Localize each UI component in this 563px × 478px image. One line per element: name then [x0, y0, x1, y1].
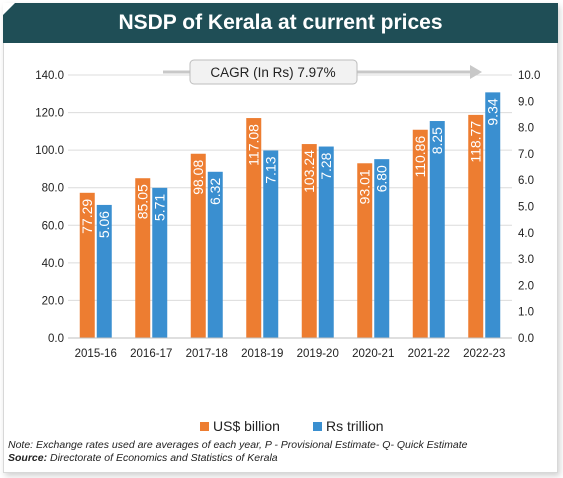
data-label-rs: 6.80 — [374, 165, 390, 192]
data-label-rs: 9.34 — [485, 98, 501, 125]
bar-usd — [135, 178, 151, 338]
bar-usd — [301, 144, 317, 338]
bar-usd — [357, 163, 373, 338]
source-label: Source: — [8, 452, 48, 464]
category-label: 2020-21 — [352, 348, 394, 360]
right-axis-tick-label: 9.0 — [518, 96, 534, 108]
category-label: 2021-22 — [408, 348, 450, 360]
footnote: Note: Exchange rates used are averages o… — [8, 439, 468, 451]
right-axis-tick-label: 8.0 — [518, 123, 534, 135]
bar-usd — [468, 114, 484, 338]
category-label: 2016-17 — [130, 348, 172, 360]
data-label-usd: 110.86 — [412, 136, 428, 178]
data-label-rs: 5.71 — [152, 194, 168, 221]
legend-label-usd: US$ billion — [213, 418, 280, 434]
bar-rs — [207, 171, 223, 338]
source-line: Source: Directorate of Economics and Sta… — [8, 452, 278, 464]
cagr-label-box — [189, 59, 358, 85]
category-label: 2018-19 — [241, 348, 283, 360]
left-axis-tick-label: 100.0 — [35, 145, 64, 157]
left-axis-tick-label: 0.0 — [48, 333, 64, 345]
right-axis-tick-label: 7.0 — [518, 149, 534, 161]
right-axis-tick-label: 2.0 — [518, 280, 534, 292]
right-axis-tick-label: 6.0 — [518, 175, 534, 187]
data-label-usd: 93.01 — [357, 169, 373, 204]
right-axis-tick-label: 4.0 — [518, 228, 534, 240]
chart-title: NSDP of Kerala at current prices — [118, 11, 443, 34]
bar-rs — [318, 146, 334, 338]
legend-item-usd: US$ billion — [200, 418, 280, 434]
legend-swatch-rs — [313, 422, 322, 431]
right-axis-tick-label: 1.0 — [518, 307, 534, 319]
bar-usd — [79, 192, 95, 338]
right-axis-tick-label: 0.0 — [518, 333, 534, 345]
cagr-label: CAGR (In Rs) 7.97% — [210, 65, 335, 80]
bar-rs — [96, 204, 112, 338]
data-label-usd: 98.08 — [190, 160, 206, 195]
category-label: 2019-20 — [297, 348, 339, 360]
data-label-rs: 7.13 — [263, 156, 279, 183]
right-axis-tick-label: 3.0 — [518, 254, 534, 266]
bar-rs — [485, 92, 501, 338]
legend-label-rs: Rs trillion — [326, 418, 384, 434]
bar-usd — [246, 118, 262, 338]
data-label-usd: 118.77 — [468, 121, 484, 163]
category-label: 2017-18 — [186, 348, 228, 360]
source-text: Directorate of Economics and Statistics … — [47, 452, 278, 464]
cagr-arrow-head — [470, 65, 482, 79]
title-corner-notch — [3, 3, 15, 15]
data-label-rs: 7.28 — [318, 152, 334, 179]
data-label-rs: 6.32 — [207, 178, 223, 205]
left-axis-tick-label: 80.0 — [42, 183, 64, 195]
data-label-usd: 103.24 — [301, 150, 317, 193]
left-axis-tick-label: 60.0 — [42, 220, 64, 232]
bar-usd — [190, 153, 206, 338]
legend-item-rs: Rs trillion — [313, 418, 384, 434]
right-axis-tick-label: 5.0 — [518, 202, 534, 214]
data-label-usd: 77.29 — [79, 199, 95, 234]
left-axis-tick-label: 40.0 — [42, 258, 64, 270]
data-label-usd: 85.05 — [135, 184, 151, 219]
right-axis-tick-label: 10.0 — [518, 70, 540, 82]
data-label-usd: 117.08 — [246, 124, 262, 166]
title-bar: NSDP of Kerala at current prices — [3, 3, 558, 43]
legend: US$ billion Rs trillion — [0, 418, 563, 434]
left-axis-tick-label: 140.0 — [35, 70, 64, 82]
category-label: 2015-16 — [75, 348, 117, 360]
bar-rs — [263, 150, 279, 338]
bar-rs — [429, 121, 445, 339]
left-axis-tick-label: 120.0 — [35, 108, 64, 120]
legend-swatch-usd — [200, 422, 209, 431]
data-label-rs: 5.06 — [96, 211, 112, 238]
bar-usd — [412, 129, 428, 338]
category-label: 2022-23 — [463, 348, 505, 360]
left-axis-tick-label: 20.0 — [42, 295, 64, 307]
data-label-rs: 8.25 — [429, 127, 445, 154]
bar-rs — [374, 159, 390, 338]
bar-rs — [152, 187, 168, 338]
